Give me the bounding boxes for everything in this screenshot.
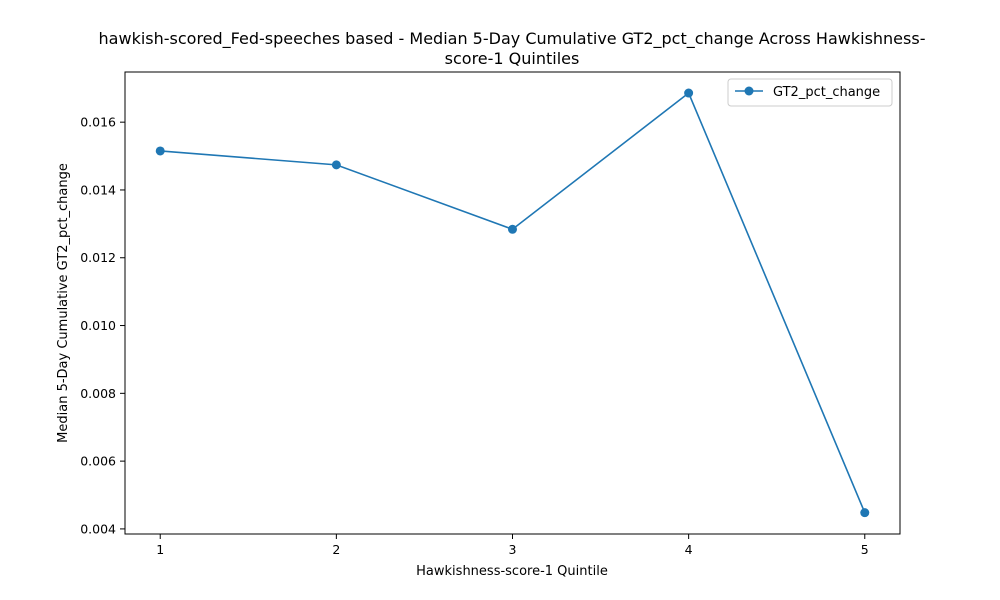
- data-point: [155, 146, 165, 156]
- y-axis-label: Median 5-Day Cumulative GT2_pct_change: [56, 163, 71, 443]
- plot-area: [124, 71, 901, 535]
- x-tick-label: 5: [861, 542, 869, 557]
- y-axis-ticks: 0.004 0.006 0.008 0.010 0.012 0.014 0.016: [80, 115, 125, 536]
- legend-marker-swatch: [744, 86, 754, 96]
- legend: GT2_pct_change: [727, 78, 893, 107]
- series-layer: [155, 88, 870, 518]
- chart-title-line-2: score-1 Quintiles: [445, 49, 580, 68]
- chart-title-line-1: hawkish-scored_Fed-speeches based - Medi…: [99, 29, 926, 49]
- x-tick-label: 1: [156, 542, 164, 557]
- x-tick-label: 3: [509, 542, 517, 557]
- data-point: [331, 160, 341, 170]
- data-point: [684, 88, 694, 98]
- legend-entry-gt2-pct-change: GT2_pct_change: [773, 85, 880, 100]
- legend-box: [727, 78, 893, 107]
- y-tick-label: 0.008: [80, 386, 116, 401]
- data-point: [860, 508, 870, 518]
- y-tick-label: 0.006: [80, 454, 116, 469]
- x-axis-label: Hawkishness-score-1 Quintile: [416, 564, 608, 579]
- y-tick-label: 0.016: [80, 115, 116, 130]
- y-tick-label: 0.010: [80, 318, 116, 333]
- y-tick-label: 0.014: [80, 182, 116, 197]
- x-axis-ticks: 1 2 3 4 5: [156, 534, 869, 557]
- y-tick-label: 0.012: [80, 250, 116, 265]
- data-point: [508, 224, 517, 234]
- y-tick-label: 0.004: [80, 521, 116, 536]
- x-tick-label: 4: [685, 542, 693, 557]
- x-tick-label: 2: [332, 542, 340, 557]
